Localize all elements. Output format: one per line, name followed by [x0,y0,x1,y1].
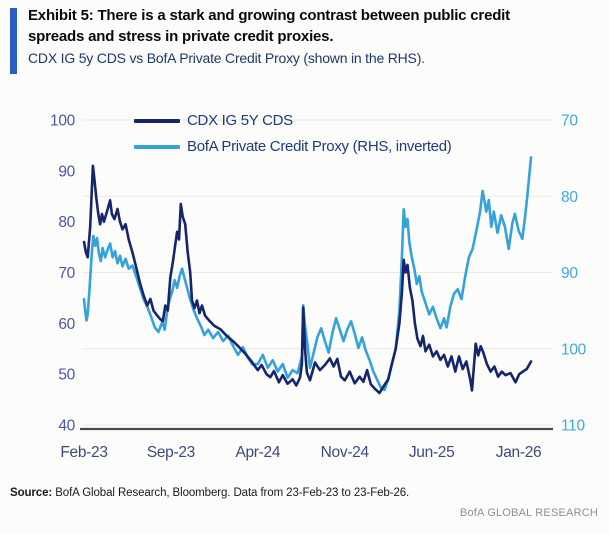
cdx-line-swatch [134,118,180,123]
right-axis-tick: 100 [561,341,587,358]
right-axis-tick: 80 [561,189,578,206]
source-text: BofA Global Research, Bloomberg. Data fr… [52,487,410,499]
chart-legend: CDX IG 5Y CDS BofA Private Credit Proxy … [134,112,452,164]
left-axis-tick: 50 [58,367,75,384]
right-axis-tick: 110 [561,418,585,435]
x-axis-tick: Jun-25 [409,444,455,461]
x-axis-tick: Jan-26 [496,444,542,461]
x-axis-tick: Feb-23 [60,444,107,461]
source-label: Source: [10,487,53,499]
cdx-line [82,164,533,395]
x-axis-tick: Sep-23 [147,444,195,461]
proxy-line-swatch [134,144,180,149]
right-axis-tick: 70 [561,113,578,130]
brand-mark: BofA GLOBAL RESEARCH [459,507,598,519]
left-axis-tick: 100 [50,113,76,130]
left-axis-tick: 70 [58,265,75,282]
proxy-line [82,156,533,392]
legend-item-cdx: CDX IG 5Y CDS [134,112,451,129]
left-axis-tick: 90 [58,163,75,180]
x-axis-tick: Nov-24 [321,444,370,461]
accent-bar [10,8,17,74]
exhibit-subtitle: CDX IG 5y CDS vs BofA Private Credit Pro… [28,50,425,66]
left-axis-tick: 80 [58,214,75,231]
proxy-legend-label: BofA Private Credit Proxy (RHS, inverted… [187,138,452,155]
source-line: Source: BofA Global Research, Bloomberg.… [10,487,409,499]
legend-item-proxy: BofA Private Credit Proxy (RHS, inverted… [134,138,452,155]
cdx-legend-label: CDX IG 5Y CDS [187,112,293,129]
exhibit-title: Exhibit 5: There is a stark and growing … [28,7,510,45]
left-axis-tick: 60 [58,316,75,333]
right-axis-tick: 90 [561,265,578,282]
x-axis-tick: Apr-24 [235,444,280,461]
left-axis-tick: 40 [58,418,75,435]
